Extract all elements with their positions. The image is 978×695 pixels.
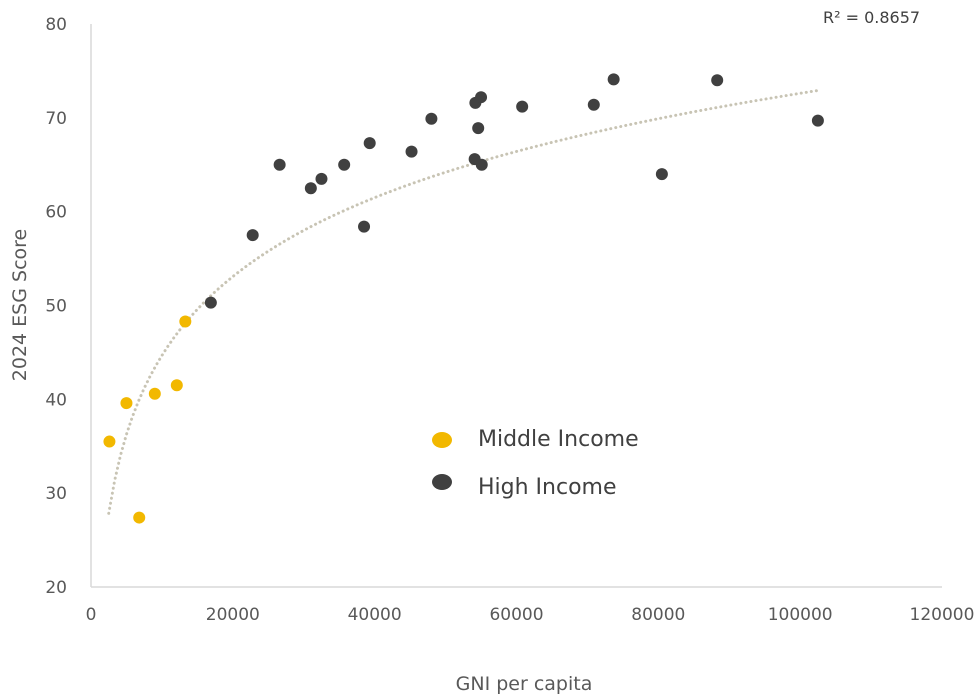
data-point-high-income [607, 73, 620, 86]
y-tick-label: 60 [45, 203, 67, 223]
x-tick-label: 100000 [768, 605, 833, 625]
y-tick-labels: 20 30 40 50 60 70 80 [45, 15, 67, 598]
x-tick-label: 0 [86, 605, 97, 625]
data-point-middle-income [170, 379, 183, 392]
y-tick-label: 40 [45, 390, 67, 410]
data-point-high-income [363, 137, 376, 150]
data-point-high-income [315, 172, 328, 185]
data-point-high-income [587, 98, 600, 111]
x-tick-label: 20000 [206, 605, 260, 625]
y-tick-label: 30 [45, 484, 67, 504]
data-point-high-income [273, 158, 286, 171]
data-point-high-income [472, 122, 485, 135]
data-point-high-income [405, 145, 418, 158]
r-squared-annotation: R² = 0.8657 [823, 8, 920, 27]
legend-marker-middle-income [432, 432, 452, 448]
x-tick-label: 80000 [631, 605, 685, 625]
data-point-middle-income [103, 435, 116, 448]
trendline [107, 89, 820, 515]
axes [90, 24, 942, 588]
y-tick-label: 80 [45, 15, 67, 35]
data-point-high-income [338, 158, 351, 171]
y-tick-label: 50 [45, 297, 67, 317]
x-tick-label: 60000 [489, 605, 543, 625]
data-point-high-income [304, 182, 317, 195]
data-point-high-income [475, 91, 488, 104]
legend-label-high-income: High Income [478, 475, 617, 500]
data-point-high-income [516, 100, 529, 113]
data-points [103, 73, 824, 524]
y-axis-title: 2024 ESG Score [9, 229, 31, 381]
data-point-middle-income [179, 315, 192, 328]
data-point-high-income [425, 112, 438, 125]
data-point-high-income [246, 229, 259, 242]
data-point-middle-income [120, 397, 133, 410]
x-tick-label: 120000 [910, 605, 975, 625]
data-point-middle-income [133, 511, 146, 524]
legend: Middle Income High Income [432, 427, 639, 500]
data-point-high-income [204, 296, 217, 309]
legend-label-middle-income: Middle Income [478, 427, 639, 452]
trendline-path [107, 89, 820, 515]
data-point-middle-income [148, 387, 161, 400]
data-point-high-income [358, 220, 371, 233]
legend-marker-high-income [432, 474, 452, 490]
x-tick-label: 40000 [348, 605, 402, 625]
x-axis-title: GNI per capita [456, 673, 593, 695]
data-point-high-income [711, 74, 724, 87]
data-point-high-income [655, 168, 668, 181]
y-tick-label: 70 [45, 109, 67, 129]
x-tick-labels: 0 20000 40000 60000 80000 100000 120000 [86, 605, 975, 625]
data-point-high-income [475, 158, 488, 171]
y-tick-label: 20 [45, 578, 67, 598]
data-point-high-income [811, 114, 824, 127]
